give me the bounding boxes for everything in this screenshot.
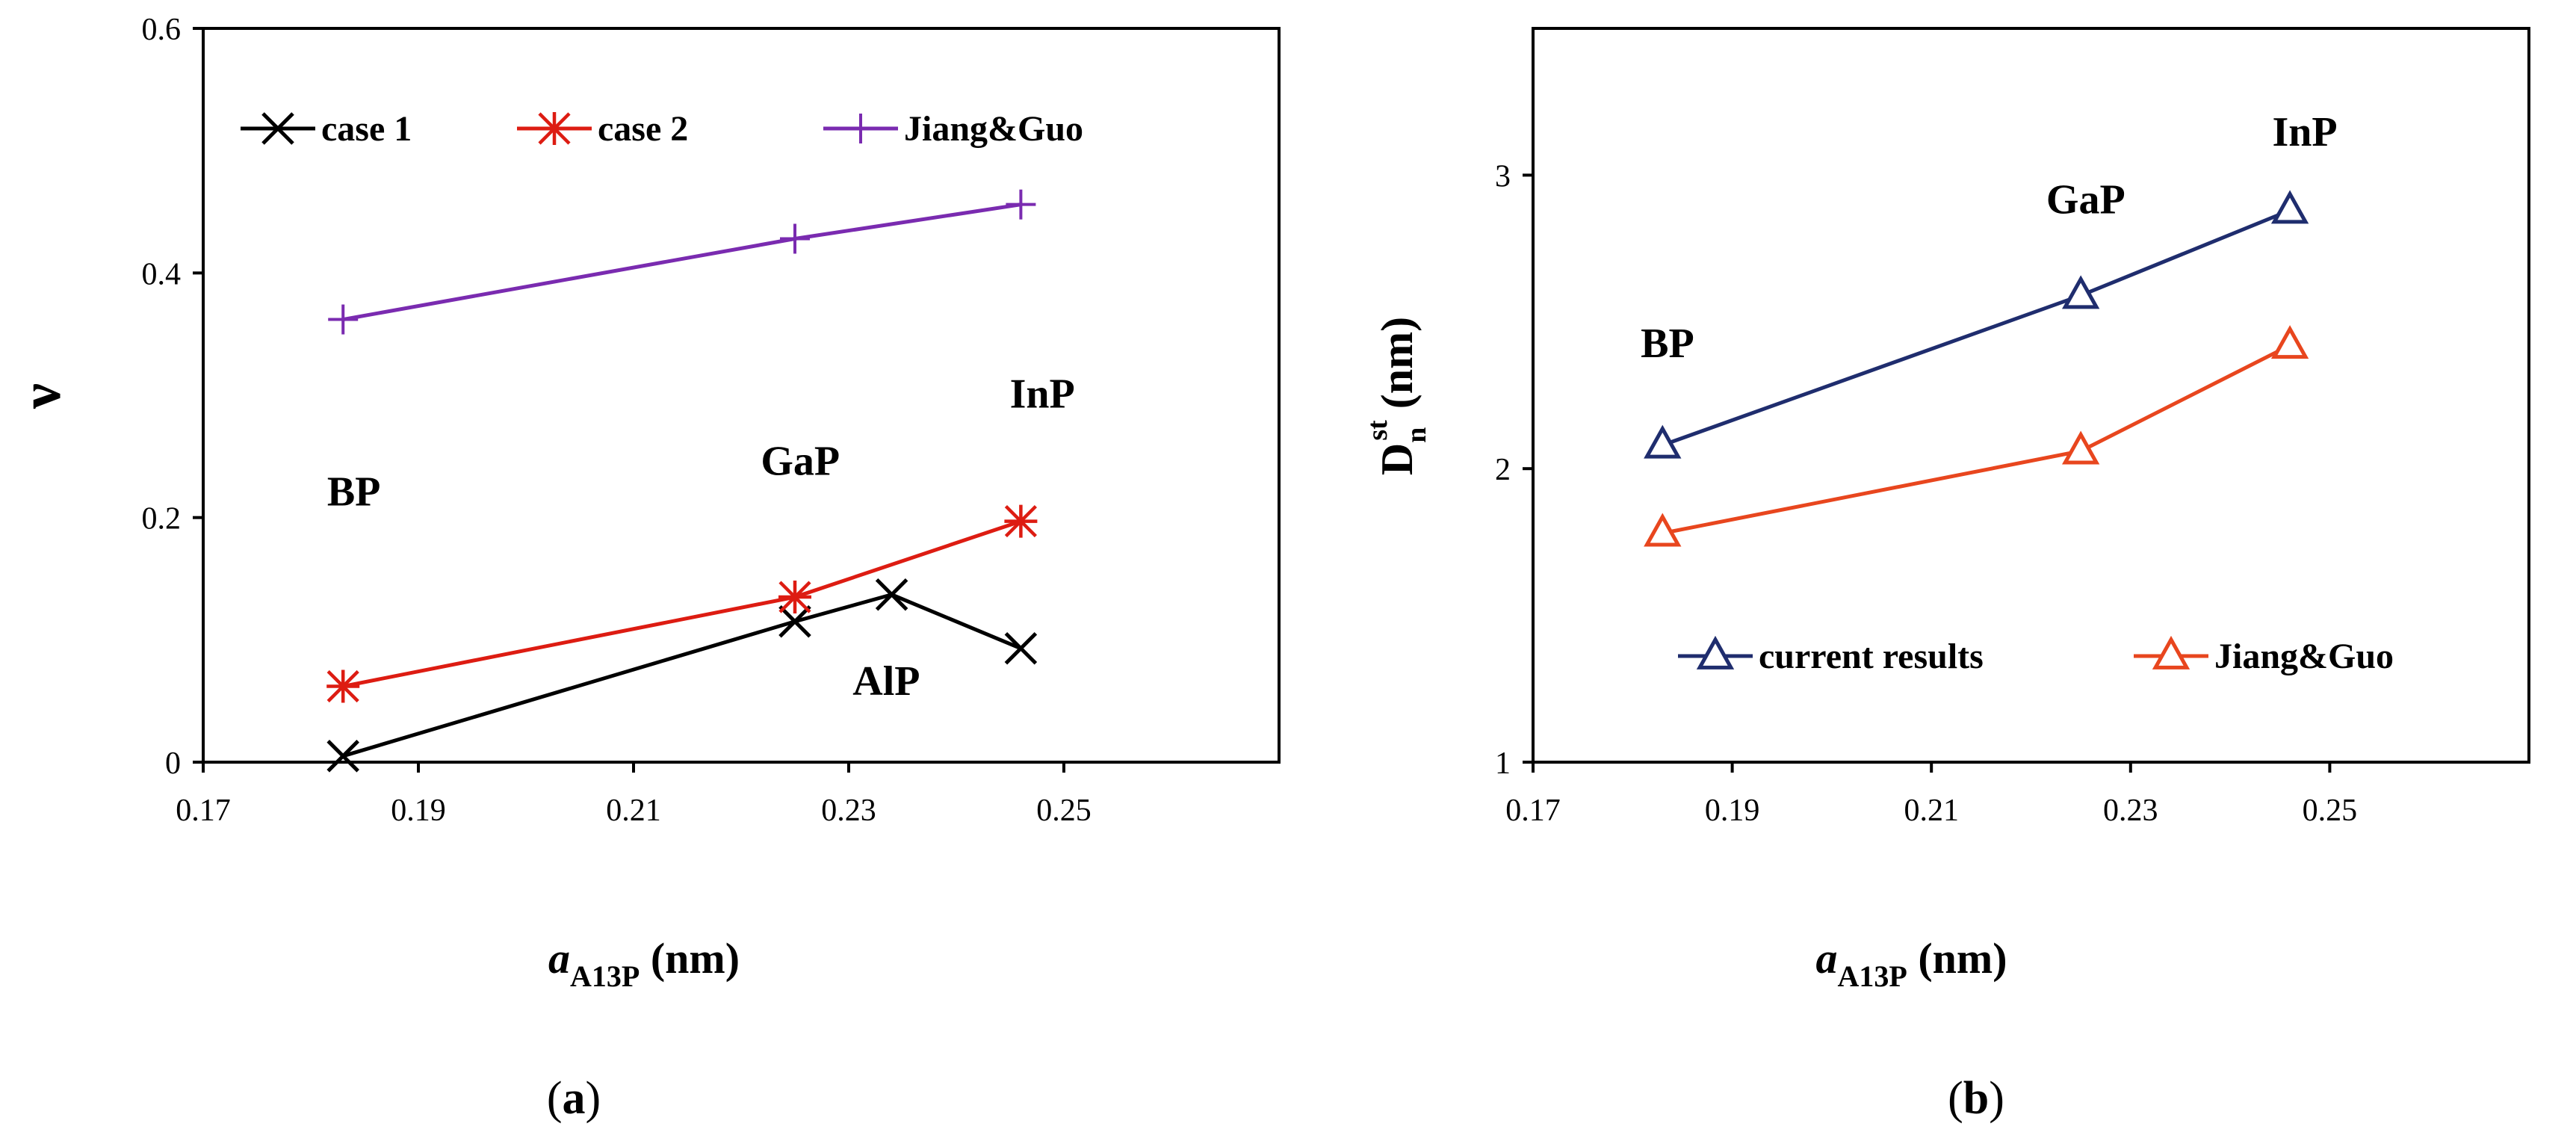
x-tick-label: 0.17 [1505,794,1561,828]
data-point-1 [2061,275,2100,309]
x-axis-label: aA13P (nm) [1815,934,2007,993]
x-tick-label: 0.21 [606,794,661,828]
data-point-3 [780,223,810,254]
data-point-3 [328,304,359,335]
y-tick-label: 0.6 [142,13,182,47]
legend-marker [261,112,294,145]
data-point-1 [875,578,908,611]
x-tick-label: 0.21 [1904,794,1959,828]
x-tick-label: 0.17 [176,794,231,828]
x-tick-label: 0.23 [2103,794,2158,828]
legend-marker [2152,635,2190,669]
y-tick-label: 0 [165,746,181,781]
legend-marker [1696,635,1735,669]
legend: current results Jiang&Guo [1678,635,2394,676]
series-line-2 [1662,343,2291,536]
legend-item: case 2 [517,109,688,149]
data-point-1 [1644,424,1682,459]
data-point-1 [326,740,359,773]
data-point-2 [2270,325,2309,359]
panel-label: (b) [1948,1073,2004,1124]
x-tick-label: 0.19 [391,794,446,828]
legend-item: case 1 [241,109,412,149]
y-tick-label: 3 [1495,159,1511,194]
data-point-1-stroke [326,740,359,773]
legend-label: Jiang&Guo [904,109,1083,149]
x-tick-label: 0.23 [821,794,876,828]
legend-label: case 1 [321,109,412,149]
legend-label: case 2 [598,109,688,149]
x-tick-label: 0.19 [1705,794,1760,828]
data-point-1 [1004,632,1038,665]
y-tick-label: 0.4 [142,257,182,291]
annotation-bp: BP [1641,321,1694,367]
annotation-inp: InP [1010,371,1075,417]
data-point-1 [2270,190,2309,224]
annotation-gap: GaP [2046,176,2125,223]
panel-b: 0.17 0.19 0.21 0.23 0.25 1 2 3 BP GaP InP current r… [1362,27,2530,1124]
legend-item: Jiang&Guo [2134,635,2394,676]
data-point-2 [326,669,360,703]
x-axis-label: aA13P (nm) [548,934,740,993]
plot-frame [1532,27,2530,764]
y-axis-label: ν [10,383,72,409]
data-point-1-stroke [1004,632,1038,665]
y-tick-label: 1 [1495,746,1511,781]
legend-marker [538,112,571,145]
panel-a: 0.17 0.19 0.21 0.23 0.25 0 0.2 0.4 0.6 BP GaP InP Al… [10,13,1281,1124]
data-point-1-stroke [778,605,811,638]
x-tick-label: 0.25 [1036,794,1092,828]
legend-label: Jiang&Guo [2214,637,2394,676]
data-point-2 [2061,430,2100,465]
y-tick-label: 2 [1495,453,1511,487]
annotation-bp: BP [327,468,381,515]
legend-marker [846,114,876,143]
plot-frame [202,27,1281,764]
data-point-1-stroke [875,578,908,611]
legend-marker-stroke [261,112,294,145]
legend: case 1 case 2 Jiang&Guo [241,109,1083,149]
data-point-2 [1004,504,1038,538]
y-tick-label: 0.2 [142,502,182,536]
data-point-2 [778,581,811,614]
series-line-3 [342,202,1021,321]
legend-item: current results [1678,635,1984,676]
series-line-1 [1662,208,2291,448]
annotation-alp: AlP [852,658,920,705]
annotation-gap: GaP [761,438,840,484]
data-point-1 [778,605,811,638]
x-tick-label: 0.25 [2303,794,2358,828]
legend-label: current results [1759,637,1984,676]
data-point-3 [1006,189,1036,220]
annotation-inp: InP [2272,109,2337,155]
series-line-1 [342,593,1022,758]
legend-item: Jiang&Guo [823,109,1083,149]
y-axis-label: Dnst (nm) [1362,317,1432,475]
panel-label: (a) [547,1073,601,1124]
data-point-2 [1644,513,1682,547]
